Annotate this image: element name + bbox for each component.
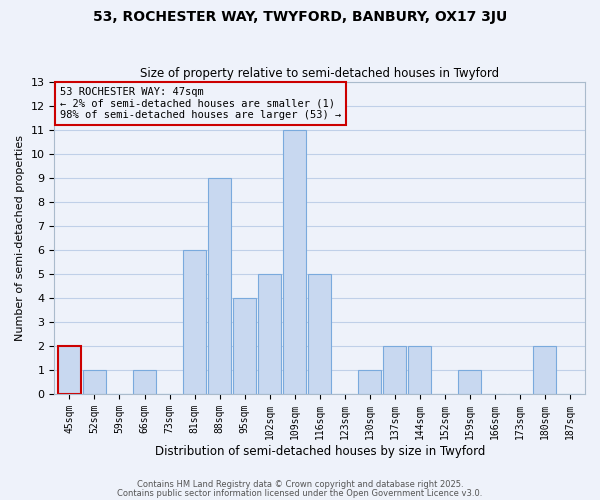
Text: 53, ROCHESTER WAY, TWYFORD, BANBURY, OX17 3JU: 53, ROCHESTER WAY, TWYFORD, BANBURY, OX1… bbox=[93, 10, 507, 24]
Bar bbox=[233, 298, 256, 394]
Title: Size of property relative to semi-detached houses in Twyford: Size of property relative to semi-detach… bbox=[140, 66, 499, 80]
Text: Contains HM Land Registry data © Crown copyright and database right 2025.: Contains HM Land Registry data © Crown c… bbox=[137, 480, 463, 489]
X-axis label: Distribution of semi-detached houses by size in Twyford: Distribution of semi-detached houses by … bbox=[155, 444, 485, 458]
Bar bbox=[83, 370, 106, 394]
Bar bbox=[458, 370, 481, 394]
Bar bbox=[409, 346, 431, 394]
Text: 53 ROCHESTER WAY: 47sqm
← 2% of semi-detached houses are smaller (1)
98% of semi: 53 ROCHESTER WAY: 47sqm ← 2% of semi-det… bbox=[60, 86, 341, 120]
Bar bbox=[183, 250, 206, 394]
Bar bbox=[308, 274, 331, 394]
Bar bbox=[383, 346, 406, 394]
Bar bbox=[133, 370, 156, 394]
Bar bbox=[208, 178, 231, 394]
Bar bbox=[533, 346, 556, 394]
Bar bbox=[258, 274, 281, 394]
Bar bbox=[283, 130, 306, 394]
Text: Contains public sector information licensed under the Open Government Licence v3: Contains public sector information licen… bbox=[118, 489, 482, 498]
Bar bbox=[58, 346, 81, 394]
Y-axis label: Number of semi-detached properties: Number of semi-detached properties bbox=[15, 135, 25, 341]
Bar bbox=[358, 370, 381, 394]
